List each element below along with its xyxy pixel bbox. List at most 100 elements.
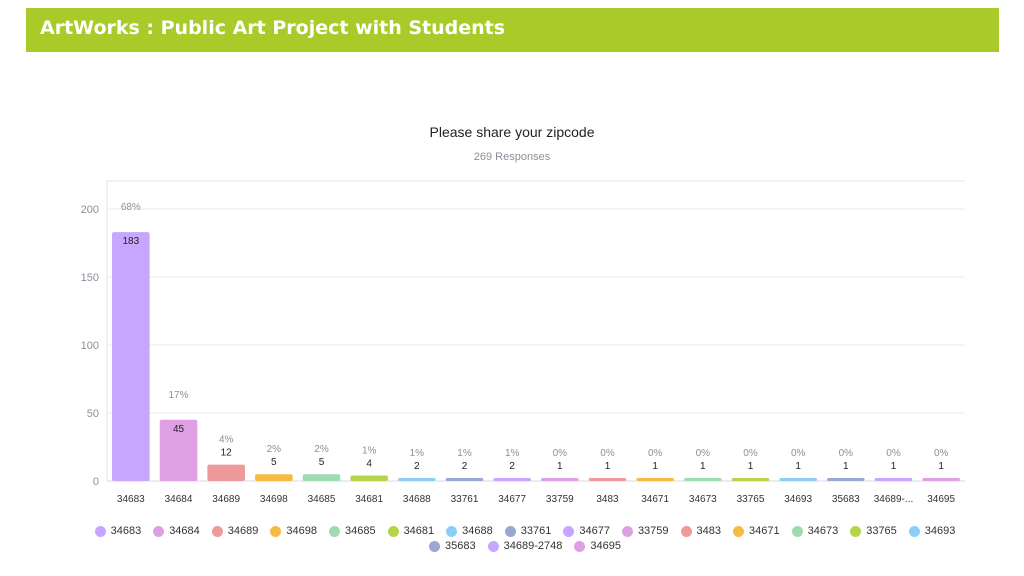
legend-item[interactable]: 3483 (680, 525, 722, 537)
legend-label: 34673 (807, 525, 839, 537)
bar-percent-label: 2% (267, 444, 282, 455)
bar (636, 478, 674, 481)
legend-item[interactable]: 34685 (328, 525, 376, 537)
bar (159, 419, 198, 481)
legend-item[interactable]: 33759 (621, 525, 669, 537)
legend-item[interactable]: 33765 (850, 525, 897, 537)
x-tick-label: 34684 (165, 494, 193, 505)
bar-percent-label: 4% (219, 435, 234, 446)
bar-value-label: 2 (462, 461, 468, 472)
legend-dot-icon (850, 525, 862, 537)
x-tick-label: 34677 (498, 494, 526, 505)
bar-percent-label: 68% (121, 202, 141, 213)
legend-item[interactable]: 34684 (153, 525, 200, 537)
bar (493, 478, 531, 481)
bar (445, 478, 484, 481)
legend-item[interactable]: 35683 (429, 540, 476, 552)
legend-label: 35683 (445, 540, 476, 552)
legend-item[interactable]: 34695 (574, 540, 621, 552)
legend-dot-icon (791, 525, 803, 537)
legend-dot-icon (328, 525, 340, 537)
legend-label: 34689-2748 (503, 540, 563, 552)
x-tick-label: 34681 (355, 494, 383, 505)
bar-value-label: 183 (122, 236, 139, 247)
bar (255, 474, 293, 481)
legend-label: 33765 (866, 525, 897, 537)
bar-value-label: 45 (173, 424, 185, 435)
bar (874, 478, 913, 481)
bar-percent-label: 1% (457, 448, 472, 459)
x-tick-label: 34683 (117, 494, 145, 505)
bar-percent-label: 0% (696, 448, 711, 459)
legend-dot-icon (504, 525, 516, 537)
x-tick-label: 34698 (260, 494, 288, 505)
y-tick-label: 150 (81, 272, 99, 284)
bar-percent-label: 0% (648, 448, 663, 459)
bar-percent-label: 1% (505, 448, 520, 459)
chart-legend: 34683 34684 34689 34698 34685 34681 34688 33761… (70, 525, 980, 552)
x-tick-label: 34673 (689, 494, 717, 505)
legend-dot-icon (153, 525, 165, 537)
legend-label: 3483 (696, 525, 722, 537)
legend-item[interactable]: 34683 (94, 525, 142, 537)
y-tick-label: 200 (81, 204, 99, 216)
bar (922, 478, 960, 481)
x-tick-label: 33759 (546, 494, 574, 505)
bar-percent-label: 0% (791, 448, 806, 459)
legend-item[interactable]: 34693 (908, 525, 955, 537)
legend-dot-icon (429, 540, 441, 552)
legend-item[interactable]: 33761 (504, 525, 551, 537)
bar (779, 478, 817, 481)
x-tick-label: 34689 (212, 494, 240, 505)
x-tick-label: 34693 (784, 494, 812, 505)
chart-subtitle: 269 Responses (473, 151, 551, 163)
bar-value-label: 1 (843, 461, 849, 472)
legend-label: 34681 (403, 525, 435, 537)
bar (398, 478, 436, 481)
bar-value-label: 1 (605, 461, 611, 472)
bar-value-label: 12 (221, 448, 233, 459)
legend-item[interactable]: 34689 (211, 525, 258, 537)
bar (731, 478, 770, 481)
bar-value-label: 1 (557, 461, 563, 472)
legend-item[interactable]: 34681 (387, 525, 435, 537)
bar (207, 464, 245, 481)
x-tick-label: 34695 (927, 494, 955, 505)
bar (302, 474, 341, 481)
x-tick-label: 34688 (403, 494, 431, 505)
legend-dot-icon (446, 525, 458, 537)
legend-label: 34685 (344, 525, 376, 537)
bar-percent-label: 0% (934, 448, 949, 459)
legend-item[interactable]: 34677 (563, 525, 610, 537)
legend-dot-icon (94, 525, 106, 537)
bar (350, 475, 388, 481)
bar-value-label: 5 (271, 457, 277, 468)
legend-item[interactable]: 34673 (791, 525, 839, 537)
legend-dot-icon (387, 525, 399, 537)
legend-item[interactable]: 34671 (733, 525, 780, 537)
page-title: ArtWorks : Public Art Project with Stude… (40, 17, 506, 39)
bar-percent-label: 0% (743, 448, 758, 459)
legend-item[interactable]: 34689-2748 (487, 540, 563, 552)
bar-percent-label: 2% (314, 444, 329, 455)
legend-label: 34698 (286, 525, 317, 537)
legend-label: 34683 (110, 525, 142, 537)
legend-dot-icon (908, 525, 920, 537)
bar-value-label: 1 (891, 461, 897, 472)
bar-value-label: 1 (938, 461, 944, 472)
x-tick-label: 33765 (737, 494, 765, 505)
legend-item[interactable]: 34698 (270, 525, 317, 537)
legend-dot-icon (211, 525, 223, 537)
x-tick-label: 33761 (451, 494, 479, 505)
bar-value-label: 1 (700, 461, 706, 472)
legend-label: 33759 (637, 525, 669, 537)
bar-value-label: 1 (652, 461, 658, 472)
bar-percent-label: 0% (886, 448, 901, 459)
bar-percent-label: 0% (553, 448, 568, 459)
bar-value-label: 5 (319, 457, 325, 468)
legend-item[interactable]: 34688 (446, 525, 493, 537)
bar (541, 478, 579, 481)
bar-value-label: 1 (748, 461, 754, 472)
legend-label: 34695 (590, 540, 621, 552)
legend-dot-icon (621, 525, 633, 537)
